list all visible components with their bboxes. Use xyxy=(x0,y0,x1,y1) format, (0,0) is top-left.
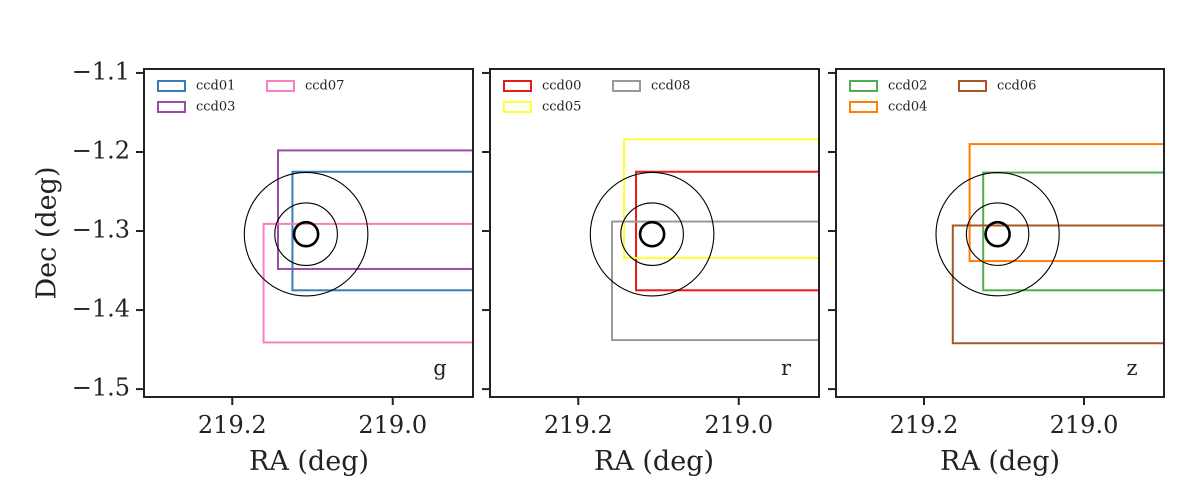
legend-swatch-ccd07 xyxy=(266,80,295,92)
axes-frame-r xyxy=(489,68,820,398)
footprint-ccd03 xyxy=(277,149,473,270)
target-circle-2 xyxy=(620,202,684,267)
legend-label-ccd02: ccd02 xyxy=(888,79,927,94)
target-circle-2 xyxy=(965,202,1030,266)
x-axis-label-z: RA (deg) xyxy=(940,446,1060,477)
target-circle-1 xyxy=(292,220,320,248)
legend-label-ccd03: ccd03 xyxy=(196,100,235,115)
y-tick-label-3: −1.4 xyxy=(72,295,130,323)
y-axis-label: Dec (deg) xyxy=(32,167,63,300)
x-tick-label-z-0: 219.2 xyxy=(890,411,959,439)
legend-swatch-ccd04 xyxy=(849,101,878,113)
legend-swatch-ccd00 xyxy=(503,80,532,92)
target-circle-3 xyxy=(589,171,715,297)
x-tick-label-r-1: 219.0 xyxy=(704,411,773,439)
panel-z: RA (deg) z 219.2 219.0 ccd02 ccd04 ccd06 xyxy=(828,68,1165,477)
footprint-ccd01 xyxy=(291,170,473,292)
footprint-ccd05 xyxy=(623,138,819,259)
x-tick-label-z-1: 219.0 xyxy=(1050,411,1119,439)
legend-label-ccd07: ccd07 xyxy=(305,79,344,94)
y-tick-label-4: −1.5 xyxy=(72,374,130,402)
y-tick-label-0: −1.1 xyxy=(72,57,130,85)
band-label-z: z xyxy=(1126,356,1137,380)
x-axis-label-g: RA (deg) xyxy=(249,446,369,477)
panel-r: RA (deg) r 219.2 219.0 ccd00 ccd05 ccd08 xyxy=(482,68,820,477)
y-tick-label-2: −1.3 xyxy=(72,216,130,244)
legend-swatch-ccd03 xyxy=(157,101,186,113)
legend-swatch-ccd06 xyxy=(958,80,987,92)
x-axis-label-r: RA (deg) xyxy=(594,446,714,477)
footprint-ccd07 xyxy=(262,222,473,344)
plot-area-z xyxy=(935,143,1164,345)
legend-label-ccd00: ccd00 xyxy=(542,79,581,94)
legend-label-ccd01: ccd01 xyxy=(196,79,235,94)
y-tick-label-1: −1.2 xyxy=(72,136,130,164)
target-circle-1 xyxy=(984,220,1011,248)
target-circle-3 xyxy=(243,171,369,297)
band-label-g: g xyxy=(433,356,446,380)
plot-area-r xyxy=(589,138,819,342)
target-circle-3 xyxy=(935,172,1060,297)
band-label-r: r xyxy=(781,356,792,380)
legend-label-ccd06: ccd06 xyxy=(997,79,1036,94)
footprint-ccd02 xyxy=(982,171,1164,292)
legend-swatch-ccd05 xyxy=(503,101,532,113)
plot-area-g xyxy=(243,149,473,344)
legend-label-ccd05: ccd05 xyxy=(542,100,581,115)
legend-swatch-ccd02 xyxy=(849,80,878,92)
legend-label-ccd04: ccd04 xyxy=(888,100,927,115)
footprint-ccd08 xyxy=(610,220,819,342)
legend-swatch-ccd08 xyxy=(612,80,641,92)
target-circle-1 xyxy=(638,220,666,248)
panel-g: RA (deg) g 219.2 219.0 −1.1 −1.2 −1.3 −1.4 −1.… xyxy=(72,57,474,477)
x-tick-label-r-0: 219.2 xyxy=(544,411,613,439)
x-tick-label-g-0: 219.2 xyxy=(198,411,267,439)
axes-frame-z xyxy=(835,68,1165,398)
axes-frame-g xyxy=(143,68,474,398)
legend-label-ccd08: ccd08 xyxy=(651,79,690,94)
legend-swatch-ccd01 xyxy=(157,80,186,92)
target-circle-2 xyxy=(274,202,338,267)
x-tick-label-g-1: 219.0 xyxy=(358,411,427,439)
